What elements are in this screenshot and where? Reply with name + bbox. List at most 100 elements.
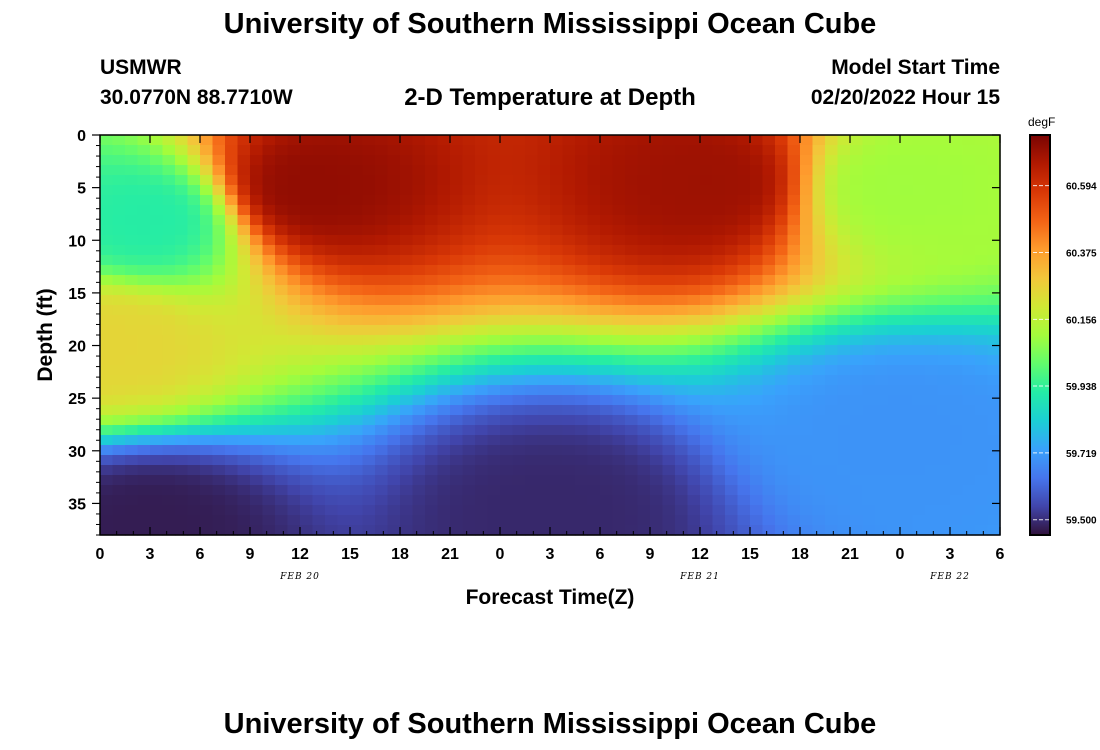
heatmap-cell bbox=[175, 155, 189, 166]
heatmap-cell bbox=[312, 475, 326, 486]
heatmap-cell bbox=[475, 145, 489, 156]
heatmap-cell bbox=[275, 425, 289, 436]
heatmap-cell bbox=[550, 455, 564, 466]
heatmap-cell bbox=[575, 415, 589, 426]
heatmap-cell bbox=[437, 355, 451, 366]
heatmap-cell bbox=[962, 235, 976, 246]
heatmap-cell bbox=[800, 245, 814, 256]
heatmap-cell bbox=[425, 525, 439, 536]
heatmap-cell bbox=[325, 495, 339, 506]
heatmap-cell bbox=[250, 305, 264, 316]
heatmap-cell bbox=[187, 295, 201, 306]
heatmap-cell bbox=[412, 415, 426, 426]
heatmap-cell bbox=[287, 305, 301, 316]
heatmap-cell bbox=[125, 465, 139, 476]
heatmap-cell bbox=[837, 385, 851, 396]
heatmap-cell bbox=[612, 465, 626, 476]
heatmap-cell bbox=[600, 285, 614, 296]
heatmap-cell bbox=[737, 195, 751, 206]
heatmap-cell bbox=[575, 375, 589, 386]
heatmap-cell bbox=[525, 485, 539, 496]
heatmap-cell bbox=[337, 355, 351, 366]
heatmap-cell bbox=[987, 505, 1001, 516]
heatmap-cell bbox=[137, 435, 151, 446]
heatmap-cell bbox=[475, 445, 489, 456]
heatmap-cell bbox=[950, 215, 964, 226]
heatmap-cell bbox=[287, 235, 301, 246]
heatmap-cell bbox=[375, 445, 389, 456]
heatmap-cell bbox=[362, 255, 376, 266]
heatmap-cell bbox=[362, 415, 376, 426]
heatmap-cell bbox=[375, 235, 389, 246]
heatmap-cell bbox=[475, 215, 489, 226]
heatmap-cell bbox=[812, 325, 826, 336]
heatmap-cell bbox=[687, 145, 701, 156]
heatmap-cell bbox=[575, 215, 589, 226]
heatmap-cell bbox=[750, 475, 764, 486]
heatmap-cell bbox=[225, 395, 239, 406]
heatmap-cell bbox=[500, 395, 514, 406]
heatmap-cell bbox=[212, 335, 226, 346]
heatmap-cell bbox=[225, 465, 239, 476]
heatmap-cell bbox=[775, 205, 789, 216]
heatmap-cell bbox=[962, 415, 976, 426]
heatmap-cell bbox=[900, 405, 914, 416]
heatmap-cell bbox=[100, 335, 114, 346]
heatmap-cell bbox=[187, 215, 201, 226]
heatmap-cell bbox=[137, 465, 151, 476]
heatmap-cell bbox=[912, 455, 926, 466]
heatmap-cell bbox=[562, 195, 576, 206]
heatmap-cell bbox=[900, 435, 914, 446]
heatmap-cell bbox=[337, 445, 351, 456]
heatmap-cell bbox=[450, 225, 464, 236]
heatmap-cell bbox=[725, 435, 739, 446]
heatmap-cell bbox=[487, 255, 501, 266]
heatmap-cell bbox=[287, 355, 301, 366]
heatmap-cell bbox=[100, 425, 114, 436]
heatmap-cell bbox=[850, 485, 864, 496]
heatmap-cell bbox=[987, 245, 1001, 256]
heatmap-cell bbox=[312, 255, 326, 266]
heatmap-cell bbox=[575, 265, 589, 276]
heatmap-cell bbox=[587, 345, 601, 356]
heatmap-cell bbox=[525, 275, 539, 286]
heatmap-cell bbox=[162, 505, 176, 516]
heatmap-cell bbox=[437, 475, 451, 486]
heatmap-cell bbox=[700, 405, 714, 416]
heatmap-cell bbox=[900, 365, 914, 376]
heatmap-cell bbox=[450, 305, 464, 316]
heatmap-cell bbox=[575, 245, 589, 256]
heatmap-cell bbox=[875, 175, 889, 186]
heatmap-cell bbox=[712, 415, 726, 426]
heatmap-cell bbox=[150, 235, 164, 246]
heatmap-cell bbox=[950, 205, 964, 216]
heatmap-cell bbox=[450, 355, 464, 366]
heatmap-cell bbox=[287, 365, 301, 376]
heatmap-cell bbox=[237, 445, 251, 456]
heatmap-cell bbox=[662, 265, 676, 276]
heatmap-cell bbox=[750, 145, 764, 156]
heatmap-cell bbox=[325, 435, 339, 446]
heatmap-cell bbox=[987, 415, 1001, 426]
heatmap-cell bbox=[887, 515, 901, 526]
heatmap-cell bbox=[750, 395, 764, 406]
heatmap-cell bbox=[575, 195, 589, 206]
heatmap-cell bbox=[812, 275, 826, 286]
heatmap-cell bbox=[475, 375, 489, 386]
heatmap-cell bbox=[112, 355, 126, 366]
heatmap-cell bbox=[675, 395, 689, 406]
heatmap-cell bbox=[150, 155, 164, 166]
heatmap-cell bbox=[437, 365, 451, 376]
heatmap-cell bbox=[337, 175, 351, 186]
heatmap-cell bbox=[587, 145, 601, 156]
heatmap-cell bbox=[112, 525, 126, 536]
heatmap-cell bbox=[850, 465, 864, 476]
heatmap-cell bbox=[725, 385, 739, 396]
heatmap-cell bbox=[337, 135, 351, 146]
heatmap-cell bbox=[537, 155, 551, 166]
y-tick-label: 10 bbox=[68, 233, 86, 250]
heatmap-cell bbox=[350, 325, 364, 336]
heatmap-cell bbox=[787, 415, 801, 426]
heatmap-cell bbox=[762, 165, 776, 176]
heatmap-cell bbox=[150, 515, 164, 526]
